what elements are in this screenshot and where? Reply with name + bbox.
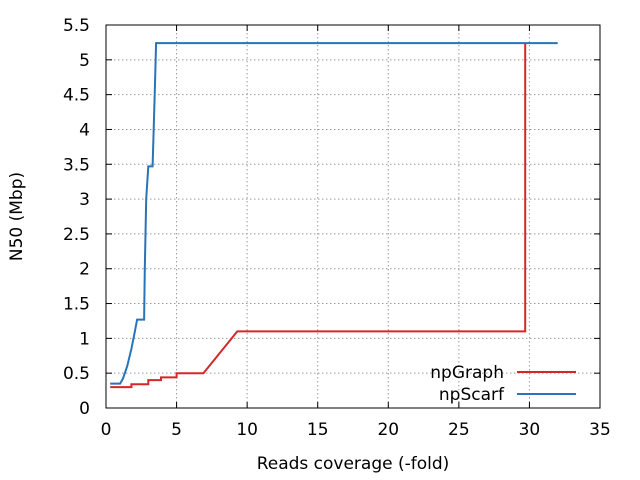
y-tick-label: 3	[79, 190, 90, 210]
legend-label: npScarf	[439, 385, 505, 405]
x-tick-label: 20	[377, 420, 399, 440]
series-line-npGraph	[110, 43, 527, 389]
y-tick-label: 3.5	[63, 155, 90, 175]
y-tick-label: 2	[79, 260, 90, 280]
y-tick-label: 1.5	[63, 295, 90, 315]
x-tick-label: 30	[519, 420, 541, 440]
axis-ticks	[105, 24, 601, 409]
x-tick-label: 35	[589, 420, 611, 440]
y-tick-label: 1	[79, 329, 90, 349]
y-tick-label: 0	[79, 399, 90, 419]
y-tick-label: 5	[79, 51, 90, 71]
x-tick-label: 0	[101, 420, 112, 440]
y-tick-label: 5.5	[63, 16, 90, 36]
x-tick-label: 10	[236, 420, 258, 440]
y-tick-label: 4	[79, 120, 90, 140]
x-axis-label: Reads coverage (-fold)	[257, 454, 450, 474]
y-tick-label: 4.5	[63, 86, 90, 106]
plot-frame	[105, 24, 601, 409]
x-tick-label: 5	[171, 420, 182, 440]
series-lines	[110, 42, 558, 389]
legend-label: npGraph	[430, 363, 504, 383]
x-tick-label: 25	[448, 420, 470, 440]
y-axis-label: N50 (Mbp)	[7, 172, 27, 261]
y-tick-label: 0.5	[63, 364, 90, 384]
x-tick-label: 15	[307, 420, 329, 440]
y-tick-label: 2.5	[63, 225, 90, 245]
series-line-npScarf	[110, 42, 558, 385]
tick-labels: 0 5 10 15 20 25 30 35 0 0.5 1 1.5 2 2.5 3 3.5 4 4.5 5 5.5	[63, 16, 611, 440]
